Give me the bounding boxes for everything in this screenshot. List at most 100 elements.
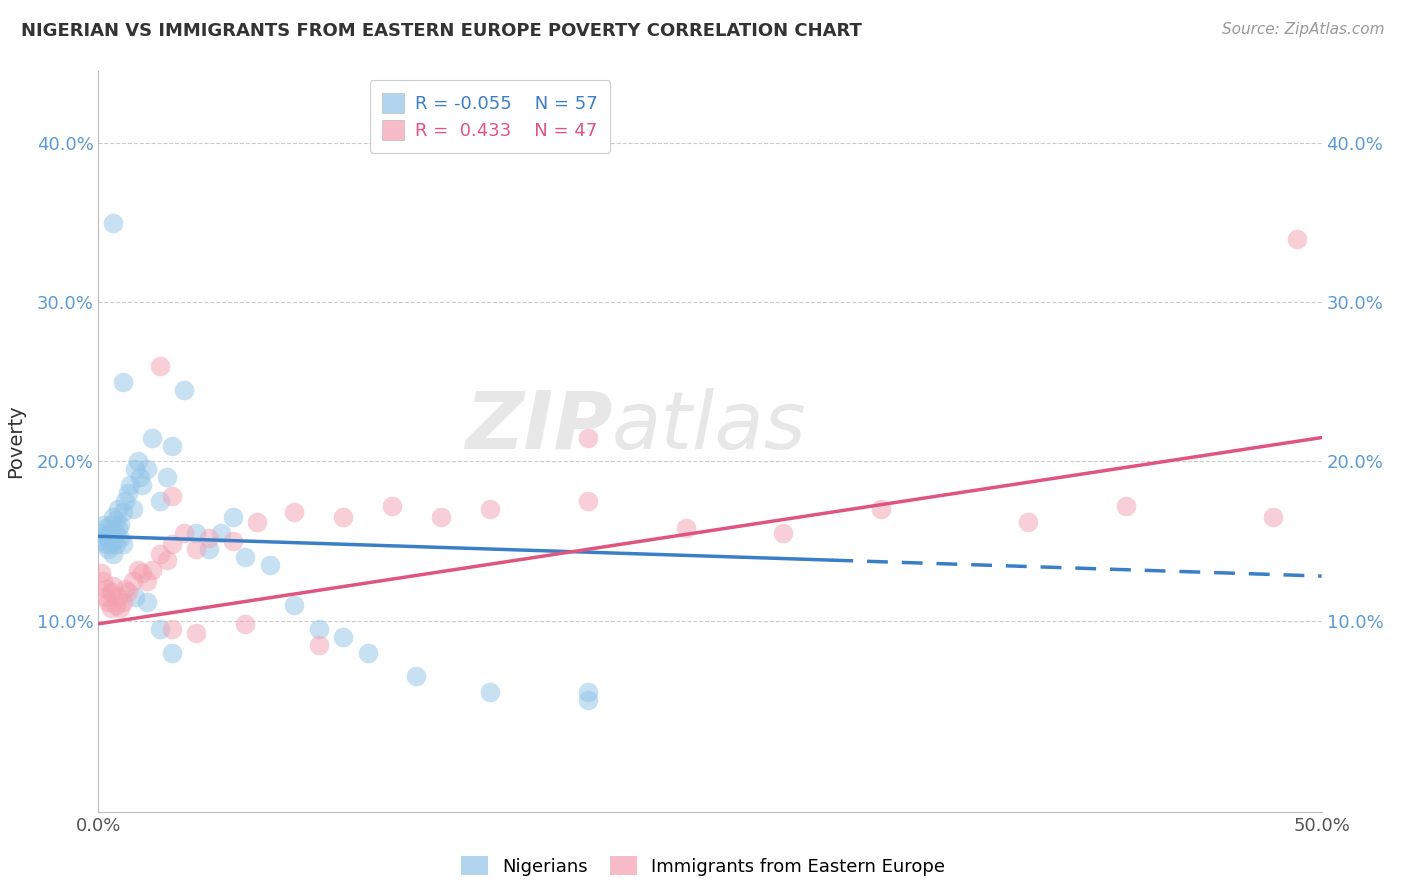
Point xyxy=(121,502,143,516)
Point xyxy=(131,566,153,580)
Point xyxy=(127,454,149,468)
Point xyxy=(141,563,163,577)
Point xyxy=(101,534,124,549)
Point xyxy=(222,534,245,549)
Point xyxy=(1286,231,1309,245)
Point xyxy=(117,486,139,500)
Point xyxy=(160,646,183,660)
Point xyxy=(1017,515,1039,529)
Point xyxy=(90,526,112,541)
Point xyxy=(356,646,378,660)
Point xyxy=(94,590,117,604)
Point xyxy=(160,622,183,636)
Point xyxy=(1115,499,1137,513)
Point xyxy=(94,521,117,535)
Point xyxy=(283,505,305,519)
Point xyxy=(136,462,159,476)
Text: ZIP: ZIP xyxy=(465,388,612,466)
Point xyxy=(156,553,179,567)
Point xyxy=(478,685,501,699)
Point xyxy=(121,574,143,588)
Point xyxy=(111,594,134,608)
Point xyxy=(110,531,132,545)
Point xyxy=(186,626,208,640)
Point xyxy=(186,526,208,541)
Point xyxy=(675,521,697,535)
Point xyxy=(209,526,232,541)
Point xyxy=(149,547,172,561)
Point xyxy=(110,601,132,615)
Point xyxy=(91,518,114,533)
Point xyxy=(111,537,134,551)
Point xyxy=(100,526,122,541)
Point xyxy=(141,431,163,445)
Point xyxy=(233,549,256,564)
Point xyxy=(97,531,120,545)
Point xyxy=(149,494,172,508)
Point xyxy=(129,470,152,484)
Point xyxy=(100,518,122,533)
Point xyxy=(478,502,501,516)
Point xyxy=(101,510,124,524)
Point xyxy=(430,510,453,524)
Point xyxy=(772,526,794,541)
Point xyxy=(197,531,219,545)
Point xyxy=(332,630,354,644)
Point xyxy=(131,478,153,492)
Text: Source: ZipAtlas.com: Source: ZipAtlas.com xyxy=(1222,22,1385,37)
Point xyxy=(97,541,120,556)
Point xyxy=(104,598,127,612)
Point xyxy=(104,537,127,551)
Point xyxy=(100,585,122,599)
Point xyxy=(405,669,427,683)
Point xyxy=(160,537,183,551)
Point xyxy=(308,622,330,636)
Point xyxy=(149,359,172,373)
Point xyxy=(107,521,129,535)
Point xyxy=(100,537,122,551)
Point xyxy=(111,375,134,389)
Point xyxy=(1261,510,1284,524)
Point xyxy=(576,685,599,699)
Text: NIGERIAN VS IMMIGRANTS FROM EASTERN EUROPE POVERTY CORRELATION CHART: NIGERIAN VS IMMIGRANTS FROM EASTERN EURO… xyxy=(21,22,862,40)
Point xyxy=(576,494,599,508)
Point xyxy=(259,558,281,572)
Point xyxy=(127,563,149,577)
Point xyxy=(120,478,142,492)
Point xyxy=(101,216,124,230)
Point xyxy=(149,622,172,636)
Point xyxy=(91,534,114,549)
Point xyxy=(173,383,195,397)
Point xyxy=(100,601,122,615)
Point xyxy=(381,499,404,513)
Legend: R = -0.055    N = 57, R =  0.433    N = 47: R = -0.055 N = 57, R = 0.433 N = 47 xyxy=(370,80,610,153)
Point xyxy=(111,505,134,519)
Point xyxy=(104,526,127,541)
Point xyxy=(97,594,120,608)
Point xyxy=(160,490,183,504)
Point xyxy=(117,585,139,599)
Point xyxy=(283,598,305,612)
Point xyxy=(101,547,124,561)
Point xyxy=(110,518,132,533)
Point xyxy=(101,579,124,593)
Point xyxy=(156,470,179,484)
Point xyxy=(114,494,136,508)
Point xyxy=(332,510,354,524)
Point xyxy=(107,590,129,604)
Point xyxy=(114,582,136,596)
Point xyxy=(870,502,893,516)
Point xyxy=(160,438,183,452)
Point xyxy=(90,566,112,580)
Point xyxy=(94,529,117,543)
Point xyxy=(124,462,146,476)
Point xyxy=(576,431,599,445)
Point xyxy=(94,537,117,551)
Point xyxy=(124,590,146,604)
Point xyxy=(107,502,129,516)
Legend: Nigerians, Immigrants from Eastern Europe: Nigerians, Immigrants from Eastern Europ… xyxy=(454,849,952,883)
Point xyxy=(104,513,127,527)
Point xyxy=(222,510,245,524)
Text: atlas: atlas xyxy=(612,388,807,466)
Point xyxy=(136,574,159,588)
